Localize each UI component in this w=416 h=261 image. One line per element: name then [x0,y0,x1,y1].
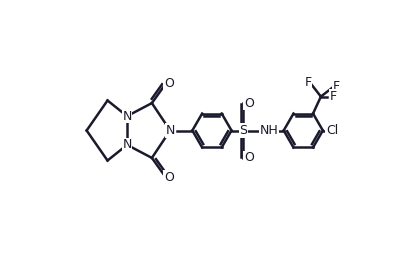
Text: N: N [122,110,132,123]
Text: O: O [164,171,174,184]
Text: F: F [329,90,337,103]
Text: Cl: Cl [326,124,338,137]
Text: O: O [244,97,254,110]
Text: O: O [244,151,254,164]
Text: F: F [333,80,340,93]
Text: N: N [122,138,132,151]
Text: N: N [166,124,175,137]
Text: F: F [304,76,312,89]
Text: NH: NH [260,124,279,137]
Text: O: O [164,77,174,90]
Text: S: S [239,124,247,137]
